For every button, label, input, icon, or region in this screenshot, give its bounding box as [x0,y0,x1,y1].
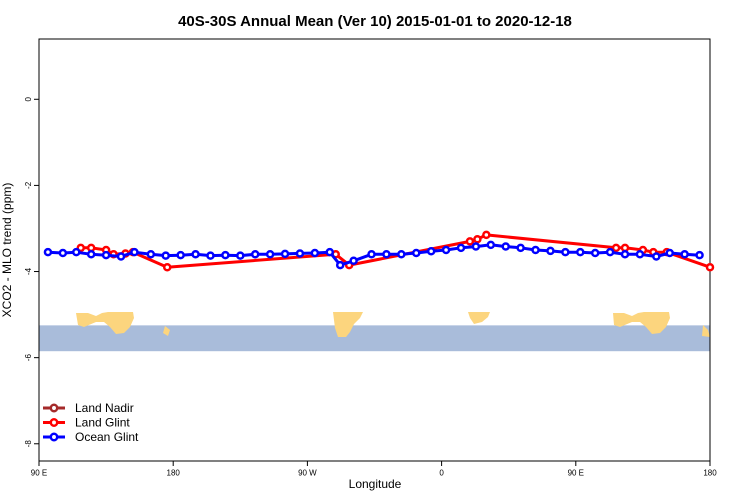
x-tick-label: 180 [703,469,717,478]
data-point [695,250,704,260]
data-point [482,230,491,240]
data-point [325,247,335,257]
x-tick-label: 90 E [568,469,584,478]
chart-title: 40S-30S Annual Mean (Ver 10) 2015-01-01 … [178,13,572,30]
map-land-new-zealand [702,325,710,337]
data-point [531,245,540,255]
data-point [620,250,630,259]
data-point [86,243,96,253]
data-point [236,251,245,260]
y-axis: 0 -2 -4 -6 -8 [24,97,39,448]
data-point [367,250,376,259]
data-point [101,250,111,260]
x-axis: 90 E 180 90 W 0 90 E 180 [31,461,717,478]
data-point [705,262,715,272]
map-land-south-africa [468,312,490,324]
legend-swatch-marker [49,403,59,413]
data-point [86,250,96,259]
data-point [635,250,645,259]
data-point [349,256,358,266]
x-tick-label: 180 [167,469,181,478]
y-tick-label: 0 [24,97,33,102]
data-point [162,262,172,272]
data-point [605,247,615,257]
data-point [576,247,585,257]
data-point [295,249,305,258]
data-point [250,250,260,259]
data-point [473,234,482,244]
data-point [43,247,53,257]
data-point [611,243,621,253]
data-point [412,248,421,258]
map-land-tasmania [163,326,170,336]
data-point [310,248,320,258]
data-point [176,250,185,260]
map-strip [39,312,710,352]
map-land-australia-south [76,312,134,334]
x-tick-label: 0 [439,469,444,478]
data-point [486,240,496,250]
y-axis-label: XCO2 - MLO trend (ppm) [0,183,14,318]
legend-swatch-marker [49,432,59,442]
map-land-south-america [333,312,363,337]
series-ocean-glint [43,240,704,270]
data-point [516,243,525,253]
data-point [206,251,215,260]
data-point [680,250,689,259]
legend-item-land-nadir: Land Nadir [43,401,134,415]
legend-item-ocean-glint: Ocean Glint [43,430,139,444]
data-point [561,247,570,257]
legend-label: Ocean Glint [75,430,139,444]
data-point [590,248,600,258]
data-point [441,245,451,255]
data-point [58,248,68,258]
map-land-australia-south-2 [613,312,670,334]
data-point [72,247,81,257]
y-tick-label: -4 [24,267,33,275]
map-ocean [39,325,710,352]
data-point [116,252,126,261]
series-land-glint [76,230,715,272]
legend-label: Land Nadir [75,401,134,415]
data-point [382,250,391,259]
data-point [465,237,475,246]
x-tick-label: 90 E [31,469,47,478]
data-point [426,247,436,256]
data-point [265,250,275,259]
legend-label: Land Glint [75,416,130,430]
legend-item-land-glint: Land Glint [43,416,130,430]
y-tick-label: -2 [24,181,33,189]
y-tick-label: -6 [24,354,33,362]
data-point [280,249,290,259]
data-point [652,252,661,261]
data-point [501,242,510,251]
plot-frame [38,38,711,462]
data-point [191,250,200,259]
x-tick-label: 90 W [298,469,317,478]
data-point [546,246,555,256]
data-point [397,250,406,259]
y-tick-label: -8 [24,440,33,448]
data-point [335,260,345,270]
x-axis-label: Longitude [349,477,402,491]
data-point [161,251,170,260]
data-point [130,247,139,257]
data-point [620,243,630,253]
data-point [221,250,230,260]
series-layer [43,230,715,272]
data-point [146,250,156,259]
data-point [471,242,481,251]
data-point [665,248,674,258]
data-point [456,243,466,253]
legend-swatch-marker [49,418,59,427]
